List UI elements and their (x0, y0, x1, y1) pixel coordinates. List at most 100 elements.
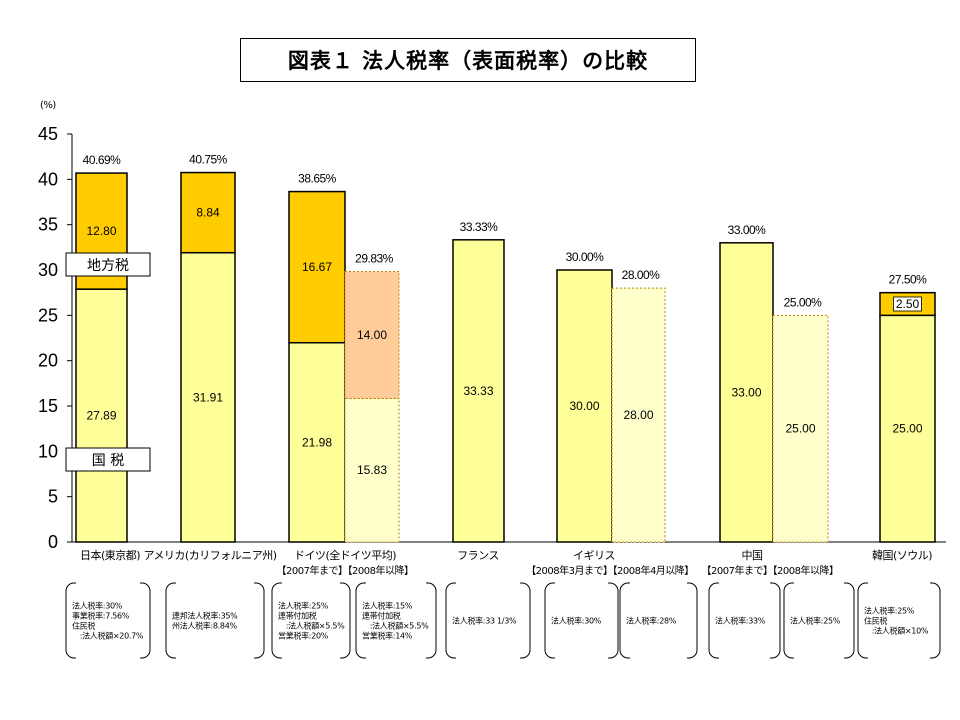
category-subtitle: 【2007年まで】【2008年以降】 (702, 564, 839, 577)
note-line: 住民税 (72, 621, 95, 631)
note-line: 法人税率:33% (715, 616, 766, 626)
y-tick-label: 25 (38, 305, 58, 325)
note-line: 法人税率:28% (626, 616, 677, 626)
note-line: 州法人税率:8.84% (172, 621, 238, 631)
note-box-mask (555, 582, 608, 585)
note-box-mask (366, 656, 426, 659)
note-line: 住民税 (864, 616, 887, 626)
bar-national-value: 33.00 (731, 385, 761, 399)
bar-national-value: 31.91 (193, 390, 223, 404)
note-box-mask (76, 582, 140, 585)
note-box (65, 582, 151, 659)
bar-total-label: 30.00% (566, 250, 605, 264)
note-box-mask (868, 656, 930, 659)
note-box-mask (282, 656, 340, 659)
bar-national-segment (75, 288, 128, 543)
note-box (165, 582, 265, 659)
local-tax-tag: 地方税 (87, 258, 129, 274)
bar-national-value: 21.98 (302, 435, 332, 449)
bar-total-label: 40.69% (83, 153, 122, 167)
bar-national-segment (719, 242, 774, 543)
y-tick-label: 15 (38, 396, 58, 416)
bar-local-value: 8.84 (196, 206, 220, 220)
note-line: 営業税率:14% (362, 631, 413, 641)
note-line: :法人税額×5.5% (362, 621, 429, 631)
note-box-mask (719, 656, 770, 659)
bar-total-label: 25.00% (784, 295, 823, 309)
note-box-mask (456, 656, 520, 659)
bar-national-segment (452, 239, 505, 543)
note-box-mask (555, 656, 608, 659)
note-line: :法人税額×5.5% (278, 621, 345, 631)
note-line: 法人税率:25% (278, 601, 329, 611)
category-labels: 日本(東京都) アメリカ(カリフォルニア州) ドイツ(全ドイツ平均) 【2007年まで… (80, 548, 933, 577)
category-label: 日本(東京都) (80, 548, 140, 562)
notes-layer: 法人税率:30%事業税率:7.56%住民税 :法人税額×20.7%連邦法人税率:… (65, 582, 941, 659)
bar-total-label: 29.83% (355, 252, 394, 266)
bar-national-value: 27.89 (86, 409, 116, 423)
bar-local-value: 14.00 (357, 328, 387, 342)
category-subtitle: 【2008年3月まで】【2008年4月以降】 (526, 564, 694, 577)
chart-title: 図表１ 法人税率（表面税率）の比較 (240, 38, 696, 82)
bar-national-segment (288, 341, 346, 543)
category-subtitle: 【2007年まで】【2008年以降】 (277, 564, 414, 577)
note-box (271, 582, 351, 659)
bar-total-label: 28.00% (622, 268, 661, 282)
y-tick-label: 35 (38, 215, 58, 235)
category-label: アメリカ(カリフォルニア州) (143, 549, 276, 562)
note-line: 連帯付加税 (362, 611, 401, 621)
note-line: 法人税率:25% (864, 606, 915, 616)
bar-total-label: 27.50% (889, 273, 928, 287)
bar-national-value: 25.00 (785, 422, 815, 436)
bar-national-segment (556, 269, 613, 543)
note-line: :法人税額×10% (864, 626, 929, 636)
bar-local-segment (288, 190, 346, 344)
bar-national-segment (344, 397, 400, 543)
bar-total-label: 33.33% (460, 220, 499, 234)
bar-total-label: 33.00% (728, 223, 767, 237)
bar-national-segment (772, 314, 829, 543)
y-tick-label: 5 (48, 487, 58, 507)
note-line: 事業税率:7.56% (72, 611, 130, 621)
bar-national-segment (611, 287, 666, 543)
note-box-mask (630, 582, 687, 585)
bar-local-value: 16.67 (302, 260, 332, 274)
note-line: 法人税率:33 1/3% (452, 616, 517, 626)
bar-local-segment (180, 171, 236, 254)
note-box-mask (794, 656, 844, 659)
note-line: :法人税額×20.7% (72, 631, 144, 641)
bar-national-segment (879, 314, 936, 543)
bar-national-value: 25.00 (892, 422, 922, 436)
local-tax-tag-box (65, 252, 151, 277)
bar-national-value: 15.83 (357, 463, 387, 477)
bar-local-value: 2.50 (896, 297, 920, 311)
legend-tags: 地方税 国 税 (65, 252, 151, 472)
category-label: ドイツ(全ドイツ平均) (294, 548, 396, 562)
note-line: 連帯付加税 (278, 611, 317, 621)
note-box-mask (282, 582, 340, 585)
note-box-mask (719, 582, 770, 585)
category-label: 韓国(ソウル) (872, 549, 932, 562)
note-line: 法人税率:25% (790, 616, 841, 626)
bar-total-label: 38.65% (298, 172, 337, 186)
bar-national-value: 30.00 (569, 399, 599, 413)
note-line: 法人税率:30% (551, 616, 602, 626)
note-line: 法人税率:15% (362, 601, 413, 611)
bar-local-value: 12.80 (86, 224, 116, 238)
note-line: 法人税率:30% (72, 601, 123, 611)
y-tick-label: 20 (38, 351, 58, 371)
category-label: フランス (457, 549, 499, 562)
note-box-mask (76, 656, 140, 659)
national-tax-tag-box (65, 447, 151, 472)
y-tick-label: 45 (38, 124, 58, 144)
y-axis-unit: (%) (40, 100, 56, 111)
note-box-mask (868, 582, 930, 585)
bar-national-value: 33.33 (463, 384, 493, 398)
national-tax-tag: 国 税 (92, 453, 124, 469)
y-tick-label: 0 (48, 532, 58, 552)
y-tick-label: 10 (38, 441, 58, 461)
bar-local-value-box (893, 296, 922, 312)
note-box-mask (456, 582, 520, 585)
note-box-mask (366, 582, 426, 585)
